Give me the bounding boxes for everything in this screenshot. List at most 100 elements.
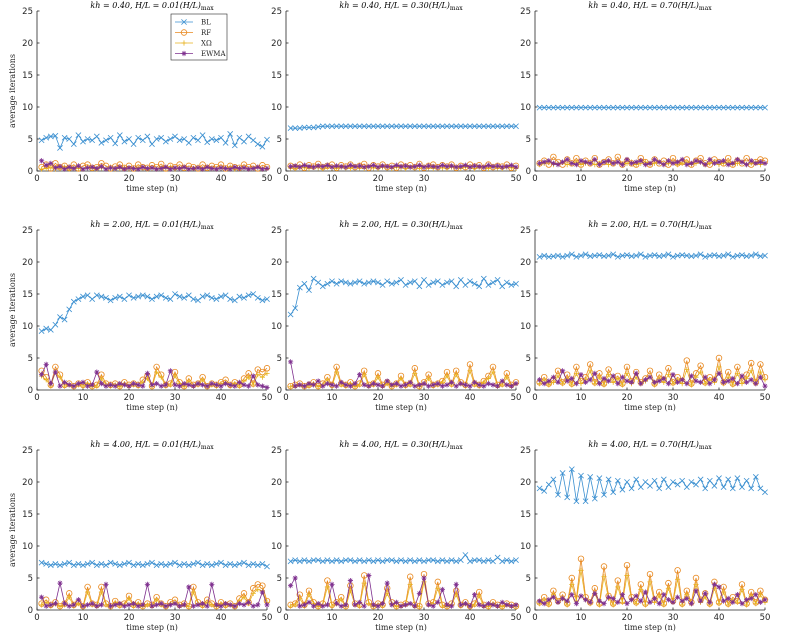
legend-entry: BL <box>201 19 211 27</box>
data-point <box>637 484 644 491</box>
x-tick-label: 0 <box>34 613 39 623</box>
data-point <box>352 279 358 286</box>
data-point <box>52 561 59 567</box>
data-point <box>52 165 58 171</box>
data-point <box>209 165 215 172</box>
data-point <box>163 164 169 170</box>
data-point <box>158 561 165 567</box>
data-point <box>716 370 722 376</box>
data-point <box>702 253 709 260</box>
data-point <box>343 602 349 608</box>
data-point <box>472 379 478 385</box>
data-point <box>592 162 598 168</box>
data-point <box>457 277 464 283</box>
x-tick-label: 20 <box>124 393 135 403</box>
data-point <box>324 162 330 168</box>
data-point <box>218 134 224 141</box>
data-point <box>748 104 755 111</box>
data-point <box>661 162 667 168</box>
data-point <box>624 479 630 485</box>
data-point <box>246 383 252 389</box>
data-point <box>688 479 695 485</box>
data-point <box>190 589 196 595</box>
data-point <box>675 576 681 582</box>
data-point <box>126 292 132 299</box>
x-axis-label: time step (n) <box>126 623 178 632</box>
data-point <box>725 602 731 608</box>
x-tick-label: 10 <box>78 174 89 184</box>
data-point <box>568 574 575 582</box>
data-point <box>181 164 187 170</box>
data-point <box>555 162 561 168</box>
data-point <box>600 563 608 570</box>
data-point <box>614 253 621 260</box>
data-point <box>578 567 584 573</box>
data-point <box>448 123 455 130</box>
data-point <box>66 559 73 566</box>
y-tick-label: 15 <box>271 510 282 520</box>
data-point <box>352 163 358 170</box>
data-point <box>762 377 768 383</box>
data-point <box>426 163 432 169</box>
data-point <box>89 559 96 566</box>
data-point <box>186 382 192 388</box>
data-point <box>320 163 326 170</box>
data-point <box>153 136 160 142</box>
data-point <box>98 293 105 300</box>
data-point <box>601 491 607 498</box>
data-point <box>467 558 473 565</box>
data-point <box>181 136 188 142</box>
data-point <box>610 160 616 166</box>
data-point <box>439 586 445 593</box>
data-point <box>213 296 220 303</box>
data-point <box>199 562 206 569</box>
data-point <box>407 123 414 130</box>
data-point <box>587 473 594 480</box>
data-point <box>494 277 501 283</box>
data-point <box>476 557 483 563</box>
data-point <box>241 602 247 608</box>
data-point <box>48 160 54 166</box>
data-point <box>762 160 768 166</box>
data-point <box>757 361 764 368</box>
data-point <box>729 485 736 492</box>
data-point <box>587 599 593 605</box>
data-point <box>52 369 58 375</box>
data-point <box>716 601 722 607</box>
axes-frame <box>36 230 267 391</box>
data-point <box>480 123 487 130</box>
data-point <box>503 123 510 130</box>
data-point <box>39 594 45 600</box>
data-point <box>384 278 391 285</box>
data-point <box>200 382 206 388</box>
data-point <box>347 383 353 389</box>
data-point <box>762 597 768 603</box>
data-point <box>596 162 602 168</box>
panel-title: kh = 0.40, H/L = 0.70(H/L)max <box>588 1 712 12</box>
data-point <box>513 557 519 563</box>
data-point <box>670 599 676 605</box>
data-point <box>398 123 404 130</box>
data-point <box>647 599 653 605</box>
data-point <box>89 382 95 388</box>
data-point <box>329 164 335 170</box>
data-point <box>688 382 694 388</box>
x-axis-label: time step (n) <box>624 623 676 632</box>
data-point <box>218 383 224 389</box>
data-point <box>698 379 704 385</box>
data-point <box>89 164 95 170</box>
data-point <box>753 160 759 166</box>
data-point <box>656 253 663 260</box>
data-point <box>176 293 183 300</box>
data-point <box>536 485 543 492</box>
data-point <box>541 252 548 259</box>
data-point <box>250 165 256 172</box>
data-point <box>301 280 308 287</box>
series-line <box>290 125 516 129</box>
data-point <box>591 104 598 111</box>
data-point <box>71 383 77 389</box>
data-point <box>665 585 671 591</box>
data-point <box>601 104 607 111</box>
data-point <box>619 252 626 259</box>
data-point <box>402 123 409 130</box>
